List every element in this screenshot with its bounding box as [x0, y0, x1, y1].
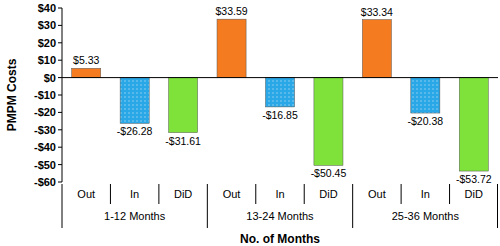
x-divider	[304, 184, 305, 204]
bar	[314, 78, 343, 166]
data-label: -$26.28	[117, 125, 153, 137]
bars	[72, 19, 489, 171]
x-divider	[401, 184, 402, 204]
y-tick-label: $20	[38, 37, 56, 49]
x-sub-label: DiD	[319, 188, 337, 200]
y-tick	[58, 42, 62, 43]
x-sub-label: Out	[223, 188, 241, 200]
data-label: -$20.38	[408, 115, 444, 127]
x-sub-label: In	[275, 188, 284, 200]
y-tick	[58, 112, 62, 113]
x-divider	[449, 184, 450, 204]
y-tick	[58, 182, 62, 183]
x-divider	[255, 184, 256, 204]
bar	[411, 78, 440, 113]
x-group-label: 1-12 Months	[104, 210, 166, 222]
y-tick	[58, 25, 62, 26]
zero-line	[62, 77, 498, 78]
y-tick-label: $10	[38, 54, 56, 66]
y-tick	[58, 77, 62, 78]
y-tick	[58, 164, 62, 165]
x-sub-label: In	[421, 188, 430, 200]
chart: $40 $30 $20 $10 $0 -$10 -$20 -$30 -$40 -$50 -$60 PM…	[0, 0, 500, 246]
data-label: -$50.45	[311, 167, 347, 179]
x-group-label: 25-36 Months	[392, 210, 460, 222]
x-sub-label: Out	[368, 188, 386, 200]
x-sub-label: Out	[77, 188, 95, 200]
x-group-label: 13-24 Months	[246, 210, 314, 222]
x-sub-label: DiD	[465, 188, 483, 200]
x-group-divider	[207, 184, 208, 228]
y-tick-label: -$50	[34, 159, 56, 171]
x-group-divider	[62, 184, 63, 228]
bar	[265, 78, 294, 107]
x-divider	[110, 184, 111, 204]
x-sub-label: DiD	[174, 188, 192, 200]
y-tick	[58, 147, 62, 148]
y-tick-label: $40	[38, 2, 56, 14]
data-label: -$16.85	[262, 109, 298, 121]
y-tick-label: $0	[44, 72, 56, 84]
x-sub-label: In	[130, 188, 139, 200]
bar	[120, 78, 149, 124]
y-tick-label: -$30	[34, 124, 56, 136]
y-tick-label: -$40	[34, 141, 56, 153]
y-tick	[58, 95, 62, 96]
bar	[459, 78, 488, 171]
x-group-divider	[497, 184, 498, 228]
bar	[169, 78, 198, 133]
x-axis-title: No. of Months	[240, 232, 320, 246]
x-group-divider	[352, 184, 353, 228]
data-label: $33.59	[215, 5, 247, 17]
y-tick-label: $30	[38, 19, 56, 31]
bar	[72, 68, 101, 77]
x-divider	[158, 184, 159, 204]
data-label: $5.33	[73, 54, 99, 66]
y-tick-label: -$20	[34, 106, 56, 118]
y-tick	[58, 129, 62, 130]
bar	[217, 19, 246, 77]
y-tick-label: -$10	[34, 89, 56, 101]
bar	[362, 20, 391, 78]
y-axis-title: PMPM Costs	[5, 58, 19, 131]
data-label: -$53.72	[456, 173, 492, 185]
y-tick	[58, 60, 62, 61]
data-label: -$31.61	[165, 135, 201, 147]
y-tick	[58, 8, 62, 9]
y-tick-label: -$60	[34, 176, 56, 188]
data-label: $33.34	[361, 6, 393, 18]
